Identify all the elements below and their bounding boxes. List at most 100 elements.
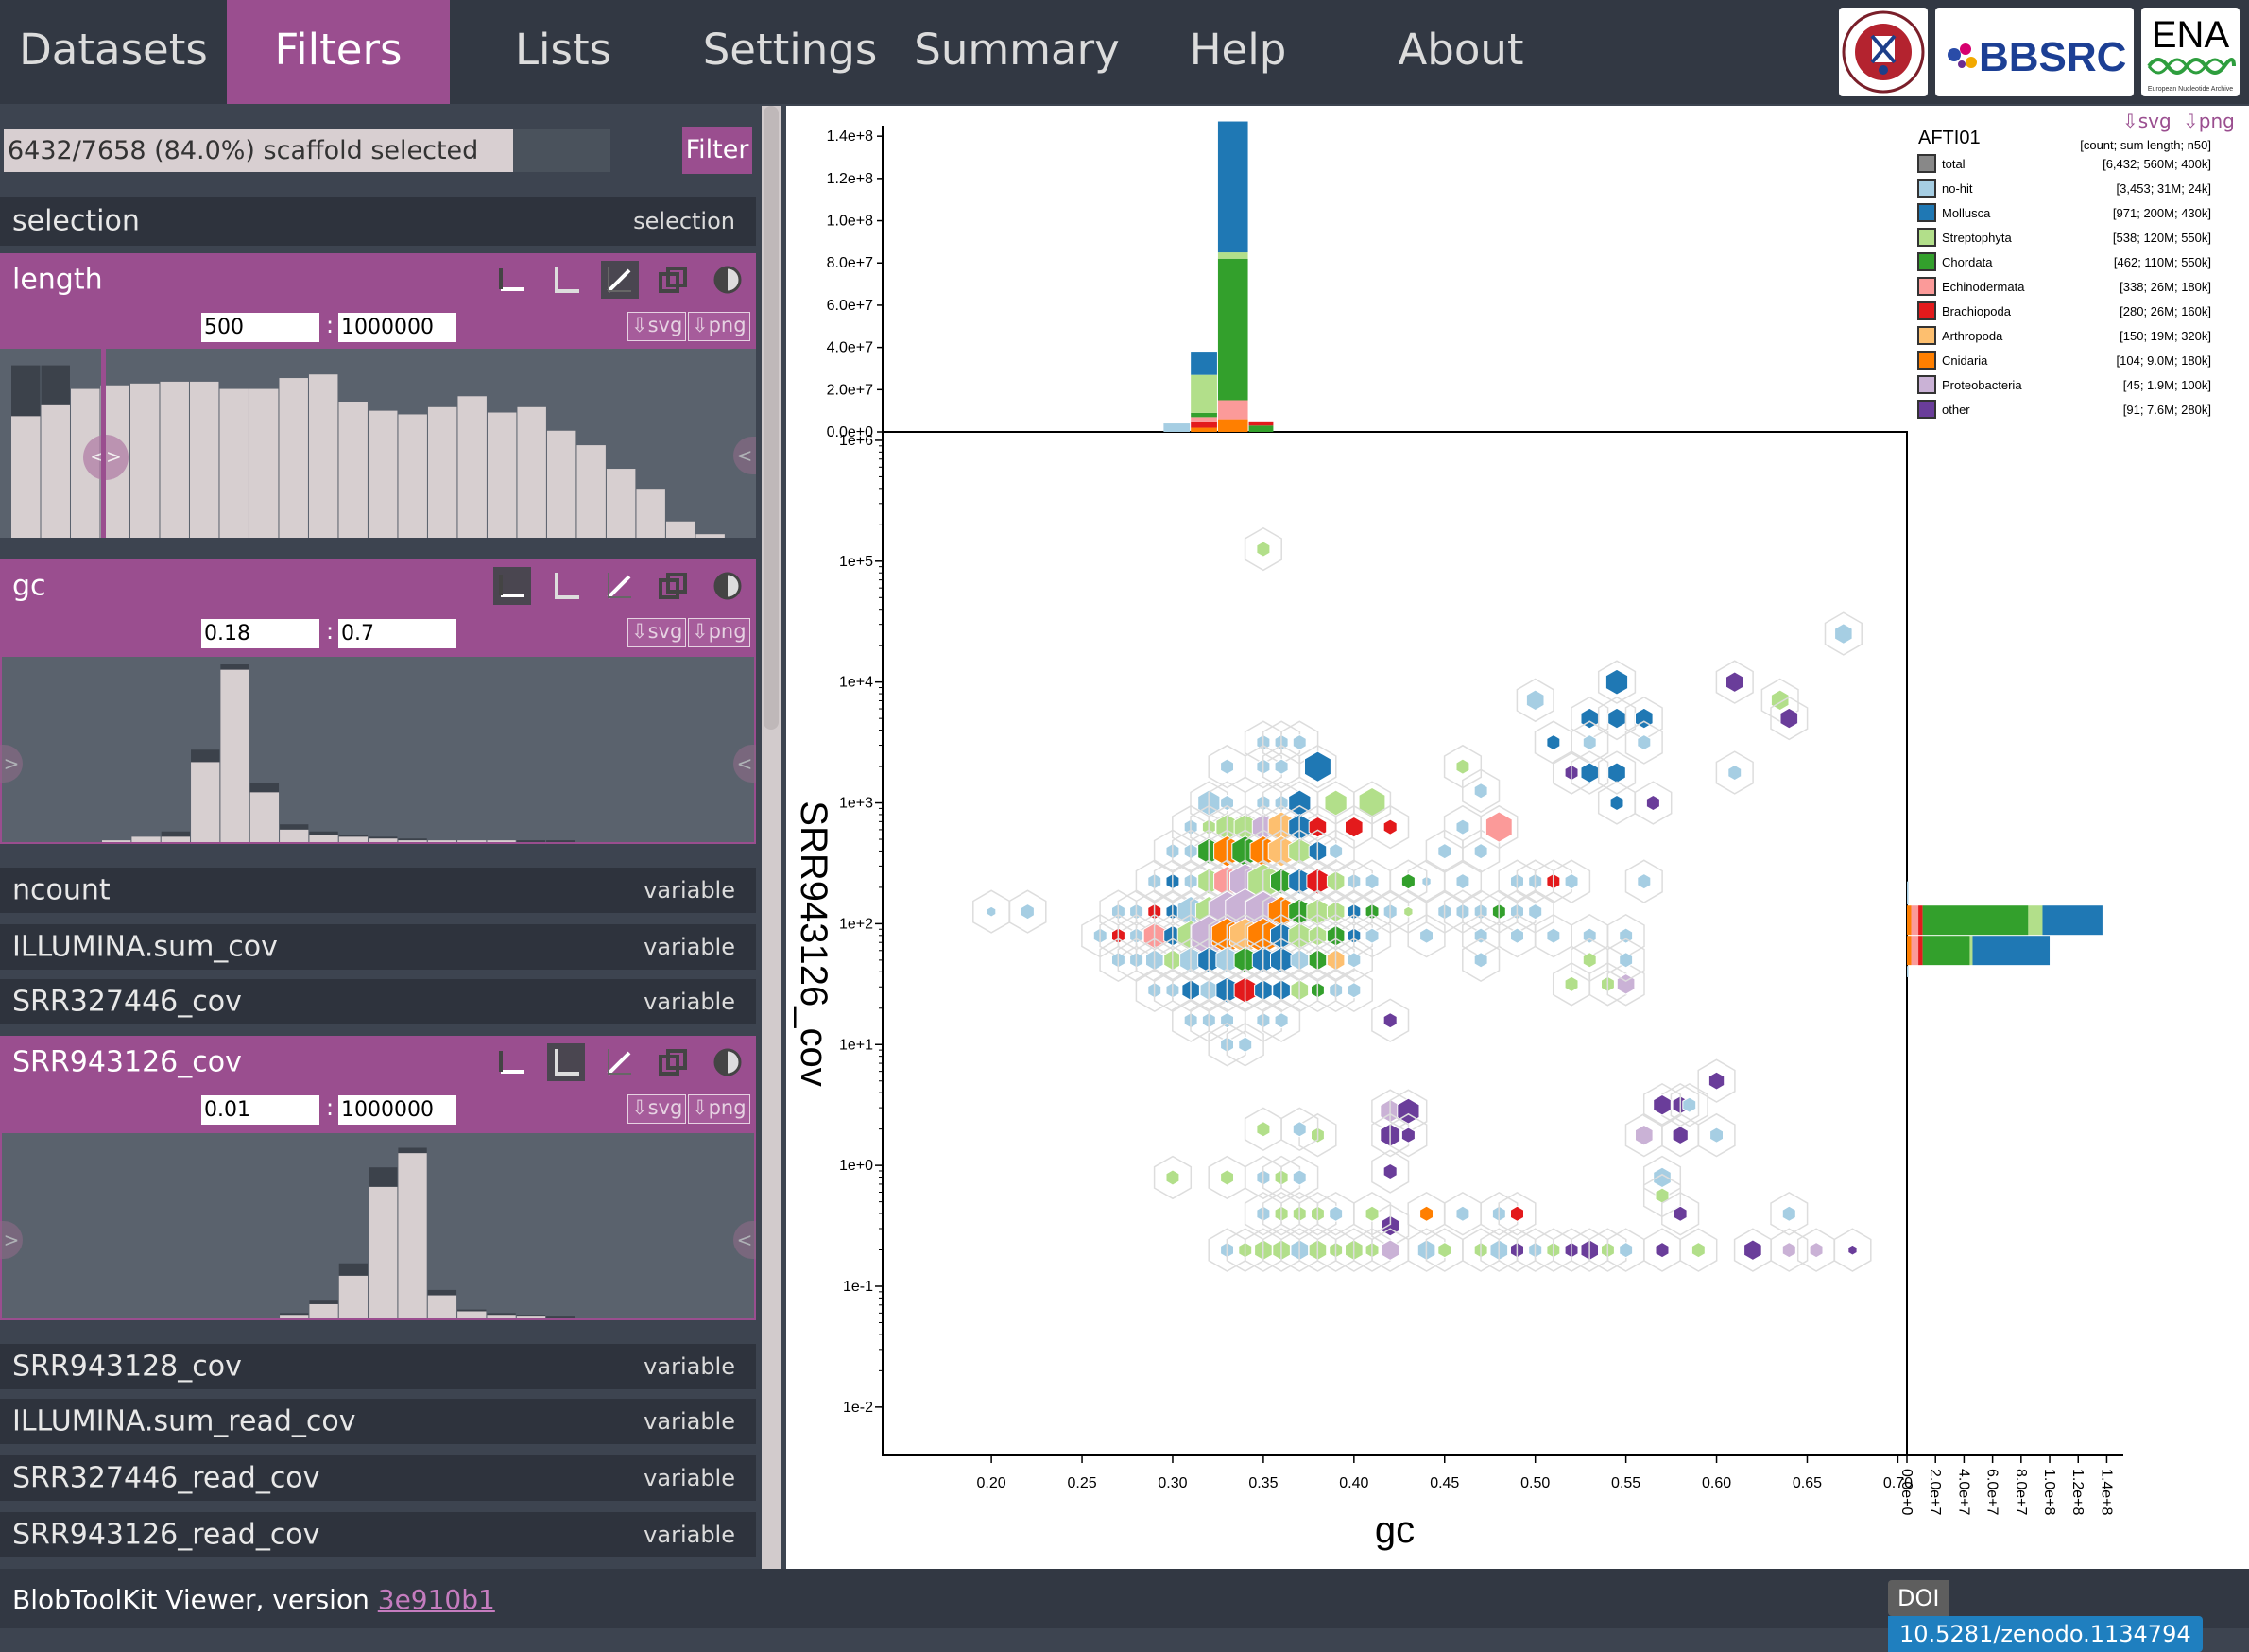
row-illumina-sum-read-cov[interactable]: ILLUMINA.sum_read_cov variable [0,1399,756,1444]
hexbin-point [1365,873,1380,890]
srr943126-cov-download-png[interactable]: ⇩png [688,1094,750,1124]
length-min-input[interactable] [201,313,319,342]
legend-stats: [91; 7.6M; 280k] [2123,403,2211,417]
x-tick-label: 0.50 [1520,1475,1550,1491]
doi-value[interactable]: 10.5281/zenodo.1134794 [1888,1616,2203,1652]
tab-lists[interactable]: Lists [514,25,612,75]
hexbin-point [1770,689,1790,712]
row-srr943128-cov[interactable]: SRR943128_cov variable [0,1344,756,1389]
srr943126-cov-min-input[interactable] [201,1095,319,1125]
y-tick-label: 1e+0 [839,1158,873,1174]
sqrt-scale-icon[interactable] [601,1043,639,1081]
tab-about[interactable]: About [1398,25,1524,75]
length-histogram[interactable] [0,349,756,538]
gc-max-input[interactable] [338,619,456,648]
clone-icon[interactable] [655,261,693,299]
tab-settings[interactable]: Settings [702,25,878,75]
invert-icon[interactable] [709,567,747,605]
length-range-handle-left[interactable]: <> [83,435,129,480]
log-scale-icon[interactable] [547,261,585,299]
hexbin-point [1274,758,1289,775]
hexbin-outline [1153,1155,1193,1200]
histogram-bar-selected [398,414,427,538]
srr943126-cov-histogram[interactable] [0,1131,756,1320]
hexbin-point [1473,952,1488,969]
hexbin-point [1238,1036,1253,1053]
university-of-edinburgh-logo[interactable] [1839,8,1928,96]
row-type: variable [644,1522,735,1548]
tab-help[interactable]: Help [1189,25,1287,75]
hexbin-point [1455,873,1470,890]
invert-icon[interactable] [709,1043,747,1081]
histogram-bar-selected [487,412,517,538]
bbsrc-logo[interactable]: BBSRC [1935,8,2134,96]
histogram-bar-selected [279,378,308,538]
row-srr327446-read-cov[interactable]: SRR327446_read_cov variable [0,1455,756,1501]
srr943126-cov-download-svg[interactable]: ⇩svg [627,1094,687,1124]
row-srr943126-read-cov[interactable]: SRR943126_read_cov variable [0,1512,756,1557]
gc-download-png[interactable]: ⇩png [688,618,750,647]
linear-scale-icon[interactable] [493,567,531,605]
blob-plot[interactable]: 0.20 0.25 0.30 0.35 0.40 0.45 0.50 0.55 0.60 0.65… [786,106,2249,1569]
y-tick-label: 1e+3 [839,796,873,812]
y-tick-label: 1e+1 [839,1037,873,1053]
hexbin-point [1382,1012,1398,1029]
log-scale-icon[interactable] [547,567,585,605]
gc-min-input[interactable] [201,619,319,648]
clone-icon[interactable] [655,567,693,605]
hexbin-point [1637,873,1652,890]
legend-swatch [1917,400,1936,419]
linear-scale-icon[interactable] [493,261,531,299]
length-panel-header[interactable]: length [0,253,756,306]
tab-filters[interactable]: Filters [227,0,450,104]
right-hist-bar [1907,905,1912,936]
hexbin-outline [1244,526,1282,572]
filter-button[interactable]: Filter [682,127,752,174]
linear-scale-icon[interactable] [493,1043,531,1081]
row-srr327446-cov[interactable]: SRR327446_cov variable [0,979,756,1024]
length-min-marker[interactable] [101,349,106,538]
row-ncount[interactable]: ncount variable [0,868,756,913]
y-tick-label: 1e+2 [839,916,873,932]
invert-icon[interactable] [709,261,747,299]
hexbin-outline [1334,968,1373,1012]
srr943126-cov-panel-header[interactable]: SRR943126_cov [0,1036,756,1089]
hexbin-point [987,905,997,918]
y-axis-label: SRR943126_cov [793,800,834,1086]
histogram-bar-selected [457,840,487,842]
version-link[interactable]: 3e910b1 [377,1584,495,1615]
hexbin-point [1165,1169,1180,1186]
row-selection[interactable]: selection selection [0,197,756,246]
gc-histogram[interactable] [0,655,756,844]
log-scale-icon[interactable] [547,1043,585,1081]
hexbin-point [1673,1205,1688,1222]
hexbin-outline [1624,859,1663,903]
tab-datasets[interactable]: Datasets [19,25,208,75]
hexbin-outline [1588,1228,1627,1272]
sidebar-scrollbar-thumb[interactable] [764,106,779,730]
hexbin-outline [1208,1023,1246,1067]
gc-panel-header[interactable]: gc [0,559,756,612]
length-download-svg[interactable]: ⇩svg [627,312,687,341]
tab-summary[interactable]: Summary [914,25,1120,75]
row-illumina-sum-cov[interactable]: ILLUMINA.sum_cov variable [0,924,756,970]
top-hist-bar [1217,252,1248,259]
row-type: selection [633,208,735,234]
sqrt-scale-icon[interactable] [601,567,639,605]
right-hist-tick-label: 6.0e+7 [1984,1469,2000,1515]
plot-download-png[interactable]: ⇩png [2183,110,2235,132]
srr943126-cov-max-input[interactable] [338,1095,456,1125]
histogram-bar-selected [41,404,70,538]
hexbin-point [1619,927,1634,944]
right-hist-tick-label: 1.2e+8 [2069,1469,2086,1515]
hexbin-point [1220,758,1234,775]
sqrt-scale-icon[interactable] [601,261,639,299]
hexbin-point [1582,952,1597,969]
length-download-png[interactable]: ⇩png [688,312,750,341]
length-max-input[interactable] [338,313,456,342]
doi-badge[interactable]: DOI10.5281/zenodo.1134794 [1888,1580,2249,1652]
ena-logo[interactable]: ENA European Nucleotide Archive [2141,8,2240,96]
plot-download-svg[interactable]: ⇩svg [2122,110,2172,132]
clone-icon[interactable] [655,1043,693,1081]
gc-download-svg[interactable]: ⇩svg [627,618,687,647]
